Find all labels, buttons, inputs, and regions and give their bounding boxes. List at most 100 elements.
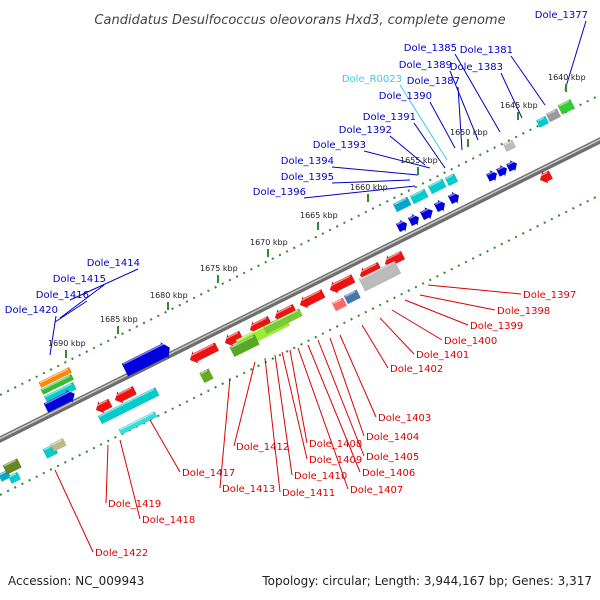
reverse-gene-label: Dole_1418 — [142, 515, 195, 526]
forward-gene-label: Dole_1389 — [399, 60, 452, 71]
leader-line — [363, 150, 431, 169]
reverse-gene-label: Dole_1412 — [236, 442, 289, 453]
gene-glyph — [121, 341, 170, 377]
gene-glyph — [229, 334, 260, 358]
leader-line — [564, 20, 587, 91]
gene-glyph — [94, 398, 113, 414]
leader-line — [264, 357, 281, 493]
reverse-gene-labels: Dole_1397 Dole_1398 Dole_1399 Dole_1400 Dole… — [95, 290, 576, 559]
reverse-gene-label: Dole_1404 — [366, 432, 419, 443]
leader-line — [307, 344, 361, 473]
leader-line — [331, 179, 411, 184]
forward-gene-label: Dole_1390 — [379, 91, 432, 102]
gene-glyphs — [0, 98, 576, 484]
leader-line — [427, 284, 522, 295]
forward-gene-label: Dole_1393 — [313, 140, 366, 151]
reverse-gene-label: Dole_1407 — [350, 485, 403, 496]
leader-line — [510, 55, 546, 106]
leader-line — [413, 122, 446, 169]
gene-glyph — [199, 368, 214, 384]
scale-label: 1655 kbp — [400, 156, 438, 165]
gene-glyph — [328, 274, 356, 294]
reverse-gene-label: Dole_1411 — [282, 488, 335, 499]
forward-gene-label: Dole_1414 — [87, 258, 140, 269]
reverse-gene-label: Dole_1397 — [523, 290, 576, 301]
leader-line — [289, 349, 308, 444]
leader-line — [449, 70, 479, 141]
gene-glyph — [409, 188, 429, 205]
leader-line — [399, 84, 448, 161]
map-title: Candidatus Desulfococcus oleovorans Hxd3… — [94, 13, 505, 28]
scale-label: 1690 kbp — [48, 339, 86, 348]
gene-glyph — [392, 196, 412, 213]
gene-glyph — [331, 297, 348, 312]
accession-text: Accession: NC_009943 — [8, 574, 144, 588]
reverse-tick-track — [0, 194, 600, 496]
gene-glyph — [502, 139, 517, 152]
reverse-gene-label: Dole_1413 — [222, 484, 275, 495]
gene-glyph — [395, 219, 408, 233]
gene-glyph — [358, 260, 402, 292]
scale-label: 1685 kbp — [100, 315, 138, 324]
forward-gene-label: Dole_1381 — [460, 45, 513, 56]
leader-line — [419, 294, 496, 311]
reverse-gene-label: Dole_1403 — [378, 413, 431, 424]
leader-line — [379, 317, 415, 355]
forward-gene-label: Dole_1383 — [450, 62, 503, 73]
reverse-gene-label: Dole_1422 — [95, 548, 148, 559]
reverse-gene-label: Dole_1398 — [497, 306, 550, 317]
leader-line — [105, 444, 109, 504]
scale-label: 1645 kbp — [500, 101, 538, 110]
gene-glyph — [495, 164, 508, 177]
gene-glyph — [7, 471, 22, 484]
gene-glyph — [97, 387, 160, 425]
gene-glyph — [557, 98, 576, 115]
scale-labels: 1640 kbp 1645 kbp 1650 kbp 1655 kbp 1660 kbp… — [48, 73, 586, 358]
gene-glyph — [2, 458, 22, 475]
scale-label: 1670 kbp — [250, 238, 288, 247]
scale-label: 1640 kbp — [548, 73, 586, 82]
forward-gene-label: Dole_1395 — [281, 172, 334, 183]
gene-glyph — [188, 342, 220, 364]
gene-glyph — [419, 207, 434, 221]
forward-tick-track — [0, 94, 600, 396]
leader-lines — [49, 20, 587, 553]
leader-line — [361, 324, 389, 369]
gene-glyph — [38, 366, 73, 389]
leader-line — [329, 337, 365, 437]
gene-glyph — [43, 389, 75, 413]
reverse-gene-label: Dole_1409 — [309, 455, 362, 466]
forward-gene-label: Dole_1416 — [36, 290, 89, 301]
reverse-gene-label: Dole_1399 — [470, 321, 523, 332]
leader-line — [54, 300, 88, 323]
leader-line — [297, 347, 349, 490]
leader-line — [454, 53, 501, 133]
gene-glyph — [43, 381, 77, 404]
gene-glyph — [433, 199, 446, 213]
forward-gene-label: Dole_1420 — [5, 305, 58, 316]
leader-line — [389, 135, 426, 166]
gene-glyph — [545, 108, 562, 123]
forward-gene-label: Dole_R0023 — [342, 74, 402, 85]
leader-line — [500, 72, 523, 119]
leader-line — [49, 315, 57, 356]
reverse-gene-label: Dole_1406 — [362, 468, 415, 479]
forward-gene-label: Dole_1392 — [339, 125, 392, 136]
gene-glyph — [40, 373, 75, 396]
scale-label: 1680 kbp — [150, 291, 188, 300]
gene-glyph — [444, 173, 459, 187]
gene-glyph — [407, 213, 420, 227]
gene-glyph — [298, 289, 326, 309]
reverse-gene-label: Dole_1405 — [366, 452, 419, 463]
forward-gene-label: Dole_1391 — [363, 112, 416, 123]
leader-line — [331, 166, 419, 176]
forward-gene-label: Dole_1415 — [53, 274, 106, 285]
forward-gene-label: Dole_1396 — [253, 187, 306, 198]
leader-line — [339, 334, 377, 418]
leader-line — [281, 351, 308, 460]
reverse-gene-label: Dole_1402 — [390, 364, 443, 375]
leader-line — [429, 101, 456, 149]
gene-glyph — [485, 169, 498, 182]
scale-label: 1650 kbp — [450, 128, 488, 137]
